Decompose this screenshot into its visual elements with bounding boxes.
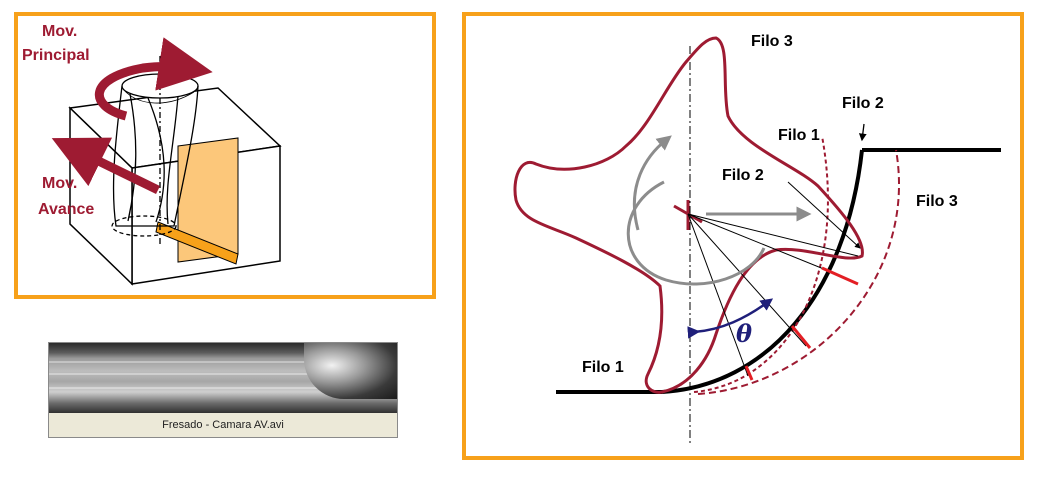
- cutter-geometry-panel: Filo 3 Filo 2 Filo 1 Filo 2 Filo 3 Filo …: [462, 12, 1024, 460]
- arc-filo3: [697, 149, 900, 395]
- video-frame: [49, 343, 397, 413]
- feed-arrow: [51, 137, 160, 195]
- label-filo3-right: Filo 3: [916, 193, 958, 210]
- radial-lines: [687, 213, 859, 377]
- chip-thickness-marks: [744, 266, 859, 381]
- label-mov-principal-1: Mov.: [42, 23, 77, 40]
- label-mov-principal-2: Principal: [22, 47, 90, 64]
- milling-schematic-svg: Mov. Principal Mov. Avance: [22, 23, 282, 286]
- cutter-geometry-svg: Filo 3 Filo 2 Filo 1 Filo 2 Filo 3 Filo …: [513, 33, 1001, 446]
- label-filo3-top: Filo 3: [751, 33, 793, 50]
- arc-filo1: [693, 135, 829, 393]
- milling-schematic-panel: Mov. Principal Mov. Avance: [14, 12, 436, 299]
- theta-arc-arrow: [687, 298, 774, 339]
- workpiece-block: [68, 87, 282, 286]
- rotation-arrow-gray: [626, 180, 766, 286]
- label-mov-avance-2: Avance: [38, 201, 94, 218]
- label-theta: θ: [736, 319, 752, 348]
- leader-filo2-top: [858, 123, 867, 142]
- label-mov-avance-1: Mov.: [42, 175, 77, 192]
- label-filo1-mid: Filo 1: [778, 127, 820, 144]
- rotation-arrow-top: [632, 135, 672, 231]
- label-filo1-bottom: Filo 1: [582, 359, 624, 376]
- label-filo2-right: Filo 2: [842, 95, 884, 112]
- video-tool-image: [304, 343, 397, 399]
- video-caption: Fresado - Camara AV.avi: [162, 419, 284, 431]
- tool-outline: [513, 36, 864, 394]
- rotation-arrow: [95, 37, 213, 121]
- leader-filo2-mid: [787, 181, 861, 249]
- video-thumbnail[interactable]: Fresado - Camara AV.avi: [48, 342, 398, 438]
- workpiece-profile: [556, 148, 1001, 394]
- label-filo2-mid: Filo 2: [722, 167, 764, 184]
